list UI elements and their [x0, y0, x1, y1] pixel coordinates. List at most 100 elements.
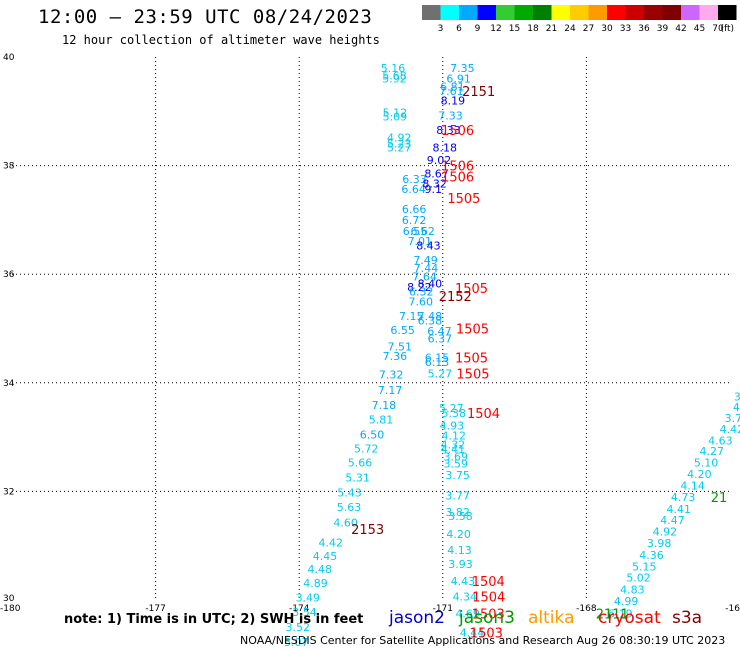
- wave-height-label: 4.41: [667, 503, 692, 516]
- wave-height-label: 6.55: [403, 225, 428, 238]
- legend-cryosat: cryosat: [598, 608, 661, 628]
- chart-subtitle: 12 hour collection of altimeter wave hei…: [62, 33, 380, 47]
- wave-height-label: 3.54: [292, 606, 317, 619]
- x-tick-label: -180: [0, 604, 21, 614]
- wave-height-label: 3.93: [448, 558, 473, 571]
- wave-height-label: 4.42: [319, 536, 344, 549]
- colorbar-swatch: [551, 5, 570, 20]
- wave-height-label: 4.13: [447, 544, 472, 557]
- wave-height-label: 4.: [733, 401, 740, 414]
- wave-height-label: 5.66: [348, 457, 373, 470]
- colorbar-swatch: [570, 5, 589, 20]
- legend-jason2: jason2: [389, 608, 445, 628]
- y-tick-label: 36: [3, 270, 15, 280]
- wave-height-label: 3.49: [296, 591, 321, 604]
- time-label: 1504: [467, 407, 500, 422]
- time-label: 1504: [472, 591, 505, 606]
- wave-height-label: 5.27: [428, 368, 453, 381]
- wave-height-label: 4.93: [440, 420, 465, 433]
- wave-height-label: 7.44: [414, 262, 439, 275]
- colorbar-swatch: [422, 5, 441, 20]
- wave-height-label: 3.59: [443, 458, 468, 471]
- colorbar-swatch: [514, 5, 533, 20]
- wave-height-label: 4.92: [387, 131, 412, 144]
- colorbar-label: 36: [638, 24, 650, 34]
- wave-height-label: 6.50: [360, 428, 385, 441]
- wave-height-label: 8.67: [424, 168, 449, 181]
- colorbar-swatch: [588, 5, 607, 20]
- wave-height-label: 3.7: [725, 412, 740, 425]
- wave-height-label: 6.32: [409, 286, 434, 299]
- wave-height-label: 4.43: [451, 575, 476, 588]
- colorbar-label: 21: [546, 24, 557, 34]
- time-label: 2153: [351, 523, 384, 538]
- wave-height-label: 5.09: [383, 111, 408, 124]
- wave-height-label: 5.15: [632, 560, 657, 573]
- time-label: 1506: [441, 124, 474, 139]
- wave-height-label: 4.20: [446, 528, 471, 541]
- wave-height-label: 5.07: [284, 636, 309, 649]
- wave-height-label: 4.41: [441, 443, 466, 456]
- colorbar-swatch: [644, 5, 663, 20]
- wave-height-label: 6.72: [402, 214, 427, 227]
- wave-height-label: 7.18: [372, 399, 397, 412]
- wave-height-label: 5.10: [694, 457, 719, 470]
- wave-height-label: 6.38: [418, 314, 443, 327]
- wave-height-label: 4.12: [442, 429, 467, 442]
- wave-height-label: 7.49: [413, 254, 438, 267]
- y-tick-label: 40: [3, 53, 15, 63]
- wave-height-label: 5.31: [345, 471, 370, 484]
- colorbar-swatch: [607, 5, 626, 20]
- colorbar-swatch: [477, 5, 496, 20]
- x-tick-label: -168: [576, 604, 597, 614]
- time-label: 1505: [456, 368, 489, 383]
- colorbar-swatch: [718, 5, 737, 20]
- x-tick-label: -174: [289, 604, 310, 614]
- colorbar-swatch: [681, 5, 700, 20]
- wave-height-label: 3.: [734, 390, 740, 403]
- wave-height-label: 8.43: [416, 239, 441, 252]
- wave-height-label: 7.64: [412, 270, 437, 283]
- colorbar-label: 70: [712, 24, 724, 34]
- wave-height-label: 8.40: [418, 277, 443, 290]
- wave-height-label: 7.60: [409, 295, 434, 308]
- wave-height-label: 4.47: [660, 514, 685, 527]
- colorbar-label: 18: [527, 24, 539, 34]
- colorbar-label: 6: [456, 24, 462, 34]
- chart-title: 12:00 – 23:59 UTC 08/24/2023: [38, 6, 373, 28]
- wave-height-label: 5.63: [337, 501, 362, 514]
- wave-height-label: 7.01: [408, 235, 433, 248]
- wave-height-label: 4.34: [453, 591, 478, 604]
- wave-height-label: 4.36: [639, 549, 664, 562]
- wave-height-label: 8.33: [436, 124, 461, 137]
- y-tick-label: 34: [3, 379, 15, 389]
- wave-height-label: 7.35: [450, 62, 475, 75]
- wave-height-label: 3.52: [286, 621, 311, 634]
- wave-height-label: 3.82: [445, 506, 470, 519]
- time-label: 2151: [462, 85, 495, 100]
- wave-height-label: 5.19: [608, 608, 633, 621]
- wave-height-label: 6.55: [390, 324, 415, 337]
- wave-height-label: 6.81: [440, 80, 465, 93]
- legend-jason3: jason3: [459, 608, 515, 628]
- colorbar-swatch: [533, 5, 552, 20]
- wave-height-label: 8.22: [407, 281, 432, 294]
- legend-s3a: s3a: [672, 608, 703, 628]
- y-tick-label: 32: [3, 487, 14, 497]
- wave-height-label: 7.17: [378, 384, 403, 397]
- wave-height-label: 5.81: [369, 414, 394, 427]
- time-label: 1505: [447, 192, 480, 207]
- colorbar-label: 15: [509, 24, 520, 34]
- wave-height-label: 5.27: [439, 402, 464, 415]
- wave-height-label: 4.48: [308, 563, 333, 576]
- x-tick-label: -171: [433, 604, 453, 614]
- y-tick-label: 30: [3, 594, 15, 604]
- colorbar-label: 30: [601, 24, 613, 34]
- wave-height-label: 9.1: [424, 183, 442, 196]
- wave-height-label: 7.51: [387, 340, 412, 353]
- time-label: 1503: [472, 608, 505, 623]
- time-label: 2111: [596, 608, 629, 623]
- wave-height-label: 5.12: [383, 106, 408, 119]
- wave-height-label: 3.75: [445, 469, 470, 482]
- wave-height-label: 6.47: [427, 325, 452, 338]
